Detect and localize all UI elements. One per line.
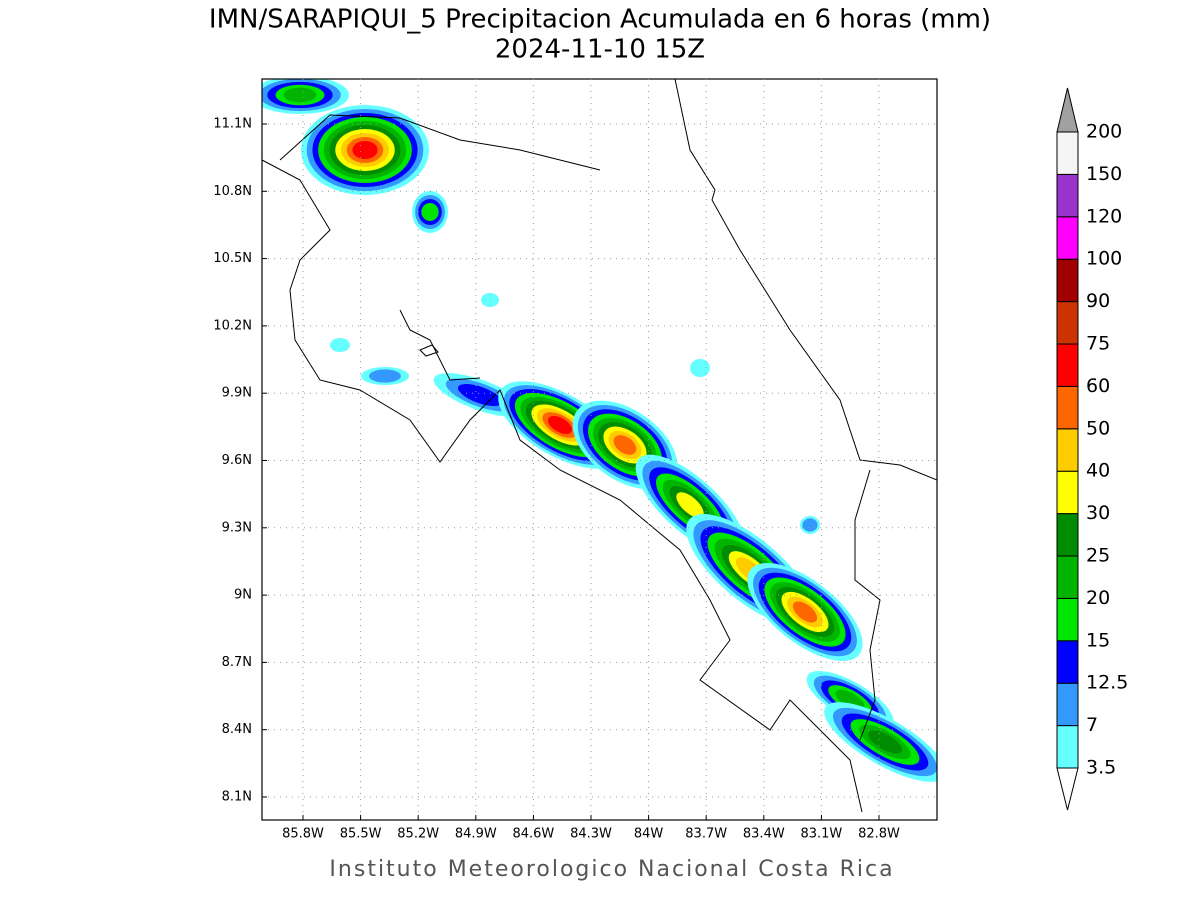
lon-label: 84W bbox=[634, 827, 664, 842]
caribbean-coast bbox=[674, 79, 937, 481]
colorbar-label: 40 bbox=[1086, 460, 1110, 482]
colorbar-box bbox=[1056, 513, 1079, 557]
rain-contour bbox=[676, 492, 704, 518]
colorbar-box bbox=[1056, 173, 1079, 218]
colorbar-box bbox=[1056, 428, 1079, 472]
colorbar-box bbox=[1056, 640, 1079, 684]
colorbar-label: 15 bbox=[1086, 629, 1110, 651]
lon-label: 83.7W bbox=[685, 827, 727, 842]
colorbar-label: 75 bbox=[1086, 333, 1110, 355]
panama-border bbox=[854, 469, 881, 741]
colorbar-box bbox=[1056, 470, 1079, 515]
lon-label: 83.1W bbox=[800, 827, 842, 842]
lon-label: 85.2W bbox=[397, 827, 439, 842]
lon-label: 84.3W bbox=[570, 827, 612, 842]
colorbar-label: 90 bbox=[1086, 290, 1110, 312]
colorbar-label: 12.5 bbox=[1086, 672, 1128, 694]
footer: Instituto Meteorologico Nacional Costa R… bbox=[329, 857, 894, 882]
precipitation bbox=[262, 79, 937, 782]
lat-label: 9.6N bbox=[222, 453, 252, 468]
lat-label: 10.5N bbox=[213, 251, 252, 266]
lon-label: 83.4W bbox=[743, 827, 785, 842]
lon-label: 84.9W bbox=[455, 827, 497, 842]
lon-label: 85.8W bbox=[282, 827, 324, 842]
title: IMN/SARAPIQUI_5 Precipitacion Acumulada … bbox=[209, 5, 991, 35]
colorbar-box bbox=[1056, 131, 1079, 175]
colorbar-box bbox=[1056, 555, 1079, 599]
colorbar-label: 7 bbox=[1086, 714, 1098, 736]
pacific-coast bbox=[262, 159, 863, 813]
colorbar-box bbox=[1056, 301, 1079, 345]
lon-label: 82.8W bbox=[858, 827, 900, 842]
colorbar-label: 25 bbox=[1086, 545, 1110, 567]
colorbar-label: 50 bbox=[1086, 417, 1110, 439]
colorbar-box bbox=[1056, 216, 1079, 260]
rain-contour bbox=[868, 730, 902, 754]
colorbar-box bbox=[1056, 597, 1079, 642]
rain-contour bbox=[613, 435, 637, 455]
rain-contour bbox=[481, 293, 499, 307]
colorbar-label: 20 bbox=[1086, 587, 1110, 609]
lat-label: 8.4N bbox=[222, 722, 252, 737]
gulf-coast bbox=[399, 309, 481, 381]
rain-contour bbox=[330, 338, 350, 352]
lat-label: 8.1N bbox=[222, 790, 252, 805]
island bbox=[419, 344, 439, 357]
colorbar-label: 200 bbox=[1086, 121, 1122, 143]
colorbar-arrow-low bbox=[1056, 767, 1079, 811]
colorbar-box bbox=[1056, 258, 1079, 303]
nicaragua-border bbox=[279, 114, 601, 171]
rain-contour bbox=[457, 383, 503, 407]
colorbar-label: 30 bbox=[1086, 502, 1110, 524]
map-frame bbox=[261, 78, 938, 821]
rain-contour bbox=[547, 416, 573, 434]
rain-contour bbox=[421, 203, 439, 221]
rain-contour bbox=[792, 601, 818, 623]
lat-label: 9.9N bbox=[222, 386, 252, 401]
lat-label: 10.2N bbox=[213, 318, 252, 333]
colorbar-label: 100 bbox=[1086, 248, 1122, 270]
coastlines bbox=[262, 79, 937, 813]
lat-label: 8.7N bbox=[222, 655, 252, 670]
lon-label: 85.5W bbox=[340, 827, 382, 842]
rain-contour bbox=[369, 369, 401, 383]
colorbar-label: 3.5 bbox=[1086, 757, 1116, 779]
lat-label: 9N bbox=[234, 588, 252, 603]
colorbar-box bbox=[1056, 725, 1079, 769]
subtitle: 2024-11-10 15Z bbox=[495, 35, 705, 65]
colorbar-box bbox=[1056, 385, 1079, 430]
rain-contour bbox=[802, 518, 818, 532]
colorbar-box bbox=[1056, 682, 1079, 727]
lon-label: 84.6W bbox=[512, 827, 554, 842]
colorbar-label: 150 bbox=[1086, 163, 1122, 185]
colorbar-box bbox=[1056, 343, 1079, 387]
lat-label: 9.3N bbox=[222, 520, 252, 535]
rain-contour bbox=[690, 359, 710, 377]
colorbar-arrow-high bbox=[1056, 87, 1079, 133]
rain-contour bbox=[352, 141, 378, 159]
colorbar-label: 120 bbox=[1086, 205, 1122, 227]
lat-label: 10.8N bbox=[213, 184, 252, 199]
rain-contour bbox=[283, 87, 317, 103]
colorbar-label: 60 bbox=[1086, 375, 1110, 397]
lat-label: 11.1N bbox=[213, 117, 252, 132]
